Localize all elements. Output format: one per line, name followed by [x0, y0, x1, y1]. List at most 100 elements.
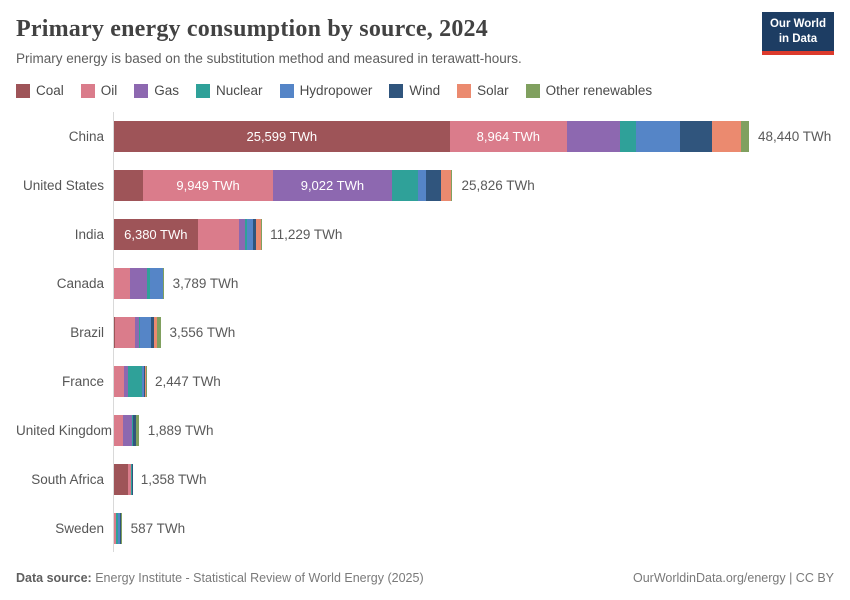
wind-swatch-icon	[389, 83, 404, 98]
bar-row-south-africa: 1,358 TWh	[114, 464, 834, 495]
bar-segment-nuclear[interactable]	[620, 121, 636, 152]
country-label-united-states: United States	[22, 178, 104, 193]
bar-segment-other-renewables[interactable]	[450, 170, 453, 201]
bar-row-united-kingdom: 1,889 TWh	[114, 415, 834, 446]
bar-segment-solar[interactable]	[255, 219, 261, 250]
legend: Coal Oil Gas Nuclear Hydropower Wind Solar Othe…	[16, 83, 834, 98]
legend-item-gas[interactable]: Gas	[134, 83, 179, 98]
legend-item-other-renewables[interactable]: Other renewables	[525, 83, 653, 98]
legend-item-hydropower[interactable]: Hydropower	[279, 83, 372, 98]
legend-label: Other renewables	[545, 83, 653, 98]
bar-segment-solar[interactable]	[153, 317, 157, 348]
bar-segment-other-renewables[interactable]	[121, 513, 122, 544]
country-label-canada: Canada	[56, 276, 104, 291]
bar-segment-hydropower[interactable]	[150, 268, 163, 299]
legend-item-oil[interactable]: Oil	[80, 83, 118, 98]
stacked-bar-united-kingdom	[114, 415, 139, 446]
bar-segment-other-renewables[interactable]	[136, 415, 139, 446]
data-source: Data source: Energy Institute - Statisti…	[16, 571, 424, 585]
bar-segment-hydropower[interactable]	[117, 513, 120, 544]
bar-segment-coal[interactable]	[114, 317, 116, 348]
solar-swatch-icon	[457, 83, 472, 98]
bar-segment-oil[interactable]	[114, 513, 116, 544]
stacked-bar-india: 6,380 TWh	[114, 219, 262, 250]
bar-segment-nuclear[interactable]	[147, 268, 151, 299]
bar-segment-wind[interactable]	[144, 366, 146, 397]
chart-footer: Data source: Energy Institute - Statisti…	[16, 571, 834, 585]
legend-item-wind[interactable]: Wind	[389, 83, 440, 98]
legend-item-nuclear[interactable]: Nuclear	[196, 83, 263, 98]
bar-segment-oil[interactable]	[114, 268, 131, 299]
chart-page: Primary energy consumption by source, 20…	[16, 12, 834, 552]
bar-segment-gas[interactable]	[134, 317, 139, 348]
bar-segment-coal[interactable]: 6,380 TWh	[114, 219, 198, 250]
bar-segment-oil[interactable]	[115, 317, 135, 348]
bar-segment-wind[interactable]	[133, 415, 136, 446]
legend-item-solar[interactable]: Solar	[457, 83, 509, 98]
bar-segment-hydropower[interactable]	[247, 219, 253, 250]
country-label-united-kingdom: United Kingdom	[16, 423, 113, 438]
bar-segment-nuclear[interactable]	[245, 219, 248, 250]
bar-segment-coal[interactable]	[114, 464, 129, 495]
bar-segment-gas[interactable]	[130, 268, 148, 299]
bar-segment-wind[interactable]	[426, 170, 441, 201]
bar-segment-nuclear[interactable]	[139, 317, 140, 348]
segment-value-label: 9,022 TWh	[300, 178, 365, 193]
stacked-bar-south-africa	[114, 464, 132, 495]
bar-segment-oil[interactable]	[114, 415, 124, 446]
bar-segment-nuclear[interactable]	[131, 415, 134, 446]
bar-segment-wind[interactable]	[150, 317, 154, 348]
bar-segment-wind[interactable]	[162, 268, 164, 299]
bar-row-sweden: 587 TWh	[114, 513, 834, 544]
bar-segment-nuclear[interactable]	[391, 170, 419, 201]
stacked-bar-united-states: 9,949 TWh 9,022 TWh	[114, 170, 453, 201]
bar-segment-coal[interactable]	[114, 170, 143, 201]
bar-segment-gas[interactable]	[567, 121, 621, 152]
stacked-bar-china: 25,599 TWh 8,964 TWh	[114, 121, 749, 152]
bar-segment-hydropower[interactable]	[635, 121, 680, 152]
stacked-bar-sweden	[114, 513, 122, 544]
bar-total-label: 1,358 TWh	[140, 472, 207, 487]
legend-label: Nuclear	[216, 83, 263, 98]
bar-total-label: 587 TWh	[130, 521, 186, 536]
bar-segment-coal[interactable]: 25,599 TWh	[114, 121, 450, 152]
bar-segment-solar[interactable]	[711, 121, 741, 152]
bar-segment-wind[interactable]	[252, 219, 256, 250]
bar-segment-gas[interactable]	[123, 415, 132, 446]
bar-segment-wind[interactable]	[119, 513, 121, 544]
bar-segment-gas[interactable]	[123, 366, 128, 397]
bar-segment-hydropower[interactable]	[142, 366, 145, 397]
nuclear-swatch-icon	[196, 83, 211, 98]
bar-segment-hydropower[interactable]	[139, 317, 151, 348]
data-source-text: Energy Institute - Statistical Review of…	[95, 571, 424, 585]
page-title: Primary energy consumption by source, 20…	[16, 16, 488, 42]
footer-link[interactable]: OurWorldinData.org/energy | CC BY	[632, 571, 834, 585]
bar-segment-hydropower[interactable]	[418, 170, 427, 201]
bar-segment-wind[interactable]	[679, 121, 712, 152]
legend-label: Coal	[36, 83, 64, 98]
owid-logo[interactable]: Our World in Data	[761, 12, 834, 55]
country-label-china: China	[68, 129, 104, 144]
legend-label: Oil	[100, 83, 118, 98]
bar-row-india: 6,380 TWh 11,229 TWh	[114, 219, 834, 250]
bar-segment-oil[interactable]	[114, 366, 124, 397]
bar-total-label: 48,440 TWh	[757, 129, 832, 144]
bar-segment-other-renewables[interactable]	[740, 121, 749, 152]
bar-segment-nuclear[interactable]	[127, 366, 143, 397]
other-renewables-swatch-icon	[525, 83, 540, 98]
bar-segment-other-renewables[interactable]	[156, 317, 161, 348]
bar-segment-gas[interactable]: 9,022 TWh	[273, 170, 392, 201]
bar-segment-solar[interactable]	[440, 170, 451, 201]
bar-segment-oil[interactable]: 8,964 TWh	[449, 121, 568, 152]
bar-segment-oil[interactable]	[128, 464, 132, 495]
bar-segment-oil[interactable]	[197, 219, 240, 250]
bar-total-label: 25,826 TWh	[461, 178, 535, 193]
bar-segment-oil[interactable]: 9,949 TWh	[142, 170, 274, 201]
bar-segment-other-renewables[interactable]	[260, 219, 262, 250]
bar-segment-nuclear[interactable]	[115, 513, 118, 544]
bar-segment-gas[interactable]	[239, 219, 246, 250]
legend-item-coal[interactable]: Coal	[16, 83, 64, 98]
bar-row-canada: 3,789 TWh	[114, 268, 834, 299]
country-label-france: France	[61, 374, 104, 389]
segment-value-label: 6,380 TWh	[124, 227, 188, 242]
